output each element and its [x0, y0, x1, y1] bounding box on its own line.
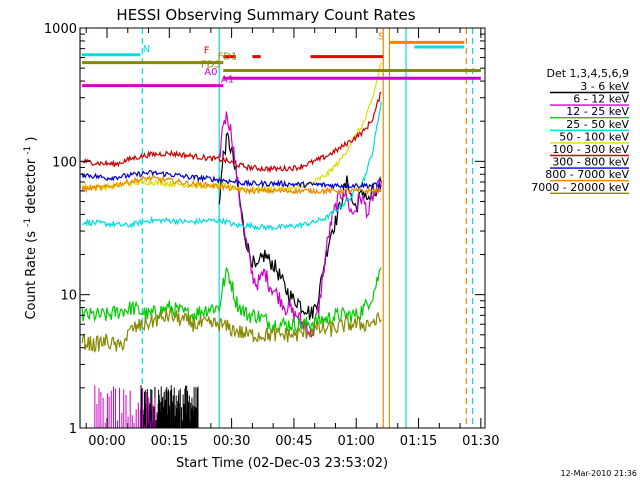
x-tick-label-00-30: 00:30 [213, 434, 250, 449]
series-6-12-kev-line [218, 111, 382, 339]
series-100-300-kev-line [81, 91, 382, 174]
x-axis-label: Start Time (02-Dec-03 23:53:02) [176, 456, 388, 471]
y-tick-label-1: 1 [69, 422, 77, 437]
flag-label-fd3: FD3 [201, 60, 221, 71]
y-axis-label-main: Count Rate (s [24, 231, 39, 320]
series-7000-20000-kev-line [81, 308, 382, 353]
legend-label-800-7000-kev: 800 - 7000 keV [545, 168, 629, 181]
y-tick-label-1000: 1000 [44, 22, 77, 37]
legend-label-7000-20000-kev: 7000 - 20000 keV [531, 181, 629, 194]
x-tick-label-01-00: 01:00 [337, 434, 374, 449]
flag-label-a0: A0 [204, 67, 217, 78]
y-axis-label-mid: detector [24, 158, 39, 214]
x-tick-label-00-45: 00:45 [275, 434, 312, 449]
x-tick-label-01-30: 01:30 [462, 434, 499, 449]
y-axis: 1 10 100 1000 [44, 22, 485, 437]
series-12-25-kev-line [81, 267, 382, 333]
legend-label-6-12-kev: 6 - 12 keV [573, 93, 629, 106]
x-tick-label-00-00: 00:00 [88, 434, 125, 449]
x-tick-label-01-15: 01:15 [400, 434, 437, 449]
y-axis-label-sup2: -1 [23, 146, 33, 155]
flag-label-a1: A1 [221, 75, 234, 86]
y-axis-label-end: ) [24, 136, 39, 141]
legend-label-12-25-kev: 12 - 25 keV [566, 105, 629, 118]
legend-title: Det 1,3,4,5,6,9 [546, 67, 629, 80]
series-25-50-kev-line [81, 101, 382, 232]
y-tick-label-10: 10 [60, 289, 77, 304]
y-tick-label-100: 100 [52, 155, 77, 170]
flag-label-f: F [204, 46, 210, 57]
y-axis-label: Count Rate (s -1 detector -1 ) [19, 136, 39, 319]
series-layer [81, 62, 382, 353]
y-axis-label-sup1: -1 [23, 218, 33, 227]
flag-label-n: N [143, 44, 150, 55]
legend-label-100-300-kev: 100 - 300 keV [552, 143, 629, 156]
flag-label-s: S [378, 31, 384, 42]
series-800-7000-kev-line [81, 174, 382, 196]
x-axis: 00:00 00:15 00:30 00:45 01:00 01:15 01:30 [85, 28, 500, 449]
legend-label-3-6-kev: 3 - 6 keV [580, 80, 629, 93]
series-3-6-kev-line [218, 131, 382, 320]
chart-title: HESSI Observing Summary Count Rates [116, 6, 415, 24]
x-tick-label-00-15: 00:15 [151, 434, 188, 449]
legend-label-25-50-kev: 25 - 50 keV [566, 118, 629, 131]
flag-label-fd1: FD1 [218, 52, 238, 63]
legend-label-50-100-kev: 50 - 100 keV [559, 130, 629, 143]
plot-frame [79, 27, 486, 429]
low-rate-ticks [94, 385, 199, 428]
series-300-800-kev-line [81, 169, 382, 190]
legend-label-300-800-kev: 300 - 800 keV [552, 156, 629, 169]
footer-timestamp: 12-Mar-2010 21:36 [561, 469, 638, 478]
